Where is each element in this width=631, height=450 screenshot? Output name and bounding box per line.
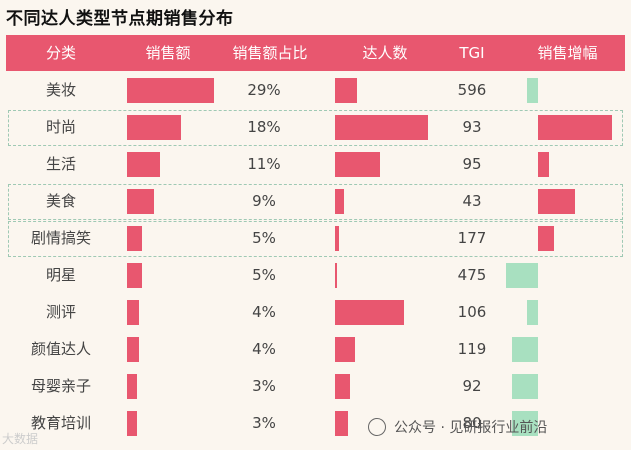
share-value: 5% xyxy=(252,266,276,284)
tgi-value: 177 xyxy=(457,229,487,247)
growth-bar xyxy=(538,189,576,214)
category-label: 测评 xyxy=(45,303,76,321)
category-label: 生活 xyxy=(45,155,76,173)
tgi-value: 475 xyxy=(457,266,487,284)
share-value: 4% xyxy=(252,303,276,321)
table-row-highlight xyxy=(8,184,623,220)
wechat-logo-icon xyxy=(368,418,386,436)
category-label: 母婴亲子 xyxy=(30,377,91,395)
influencer-bar xyxy=(335,78,358,103)
sales-bar xyxy=(127,263,142,288)
tgi-value: 92 xyxy=(462,377,482,395)
category-label: 美妆 xyxy=(45,81,76,99)
share-value: 5% xyxy=(252,229,276,247)
header-growth: 销售增幅 xyxy=(537,44,598,62)
chart-title: 不同达人类型节点期销售分布 xyxy=(6,9,234,29)
influencer-bar xyxy=(335,374,350,399)
category-label: 剧情搞笑 xyxy=(30,229,91,247)
growth-bar xyxy=(511,411,538,436)
category-label: 时尚 xyxy=(45,118,76,136)
tgi-value: 43 xyxy=(462,192,482,210)
share-value: 18% xyxy=(247,118,281,136)
tgi-value: 106 xyxy=(457,303,487,321)
growth-bar xyxy=(538,152,549,177)
share-value: 4% xyxy=(252,340,276,358)
influencer-bar xyxy=(335,115,428,140)
sales-bar xyxy=(127,189,154,214)
watermark-text: 公众号 · 见研报行业前沿 xyxy=(394,420,548,436)
header-influencers: 达人数 xyxy=(362,44,408,62)
tgi-value: 95 xyxy=(462,155,482,173)
tgi-value: 93 xyxy=(462,118,482,136)
growth-bar xyxy=(506,263,538,288)
influencer-bar xyxy=(335,226,339,251)
growth-bar xyxy=(511,374,538,399)
share-value: 3% xyxy=(252,414,276,432)
influencer-bar xyxy=(335,337,356,362)
header-sales: 销售额 xyxy=(145,44,191,62)
category-label: 明星 xyxy=(45,266,76,284)
table-row-highlight xyxy=(8,110,623,146)
tgi-value: 119 xyxy=(457,340,487,358)
growth-bar xyxy=(527,78,538,103)
category-label: 教育培训 xyxy=(30,414,91,432)
sales-bar xyxy=(127,337,139,362)
corner-watermark: 大数据 xyxy=(2,432,39,446)
growth-bar xyxy=(527,300,538,325)
growth-bar xyxy=(538,115,613,140)
influencer-bar xyxy=(335,411,349,436)
sales-bar xyxy=(127,374,137,399)
header-category: 分类 xyxy=(45,44,76,62)
table-header xyxy=(6,35,625,71)
share-value: 11% xyxy=(247,155,281,173)
influencer-bar xyxy=(335,189,345,214)
influencer-bar xyxy=(335,300,404,325)
influencer-bar xyxy=(335,152,380,177)
category-label: 美食 xyxy=(45,192,76,210)
tgi-value: 80 xyxy=(462,414,482,432)
category-label: 颜值达人 xyxy=(30,340,91,358)
sales-bar xyxy=(127,78,214,103)
share-value: 3% xyxy=(252,377,276,395)
sales-bar xyxy=(127,226,142,251)
sales-bar xyxy=(127,152,160,177)
influencer-bar xyxy=(335,263,337,288)
table-row-highlight xyxy=(8,221,623,257)
header-share: 销售额占比 xyxy=(232,44,308,62)
sales-bar xyxy=(127,115,181,140)
sales-bar xyxy=(127,411,137,436)
sales-bar xyxy=(127,300,139,325)
header-tgi: TGI xyxy=(459,44,485,62)
growth-bar xyxy=(511,337,538,362)
tgi-value: 596 xyxy=(457,81,487,99)
share-value: 29% xyxy=(247,81,281,99)
growth-bar xyxy=(538,226,554,251)
share-value: 9% xyxy=(252,192,276,210)
